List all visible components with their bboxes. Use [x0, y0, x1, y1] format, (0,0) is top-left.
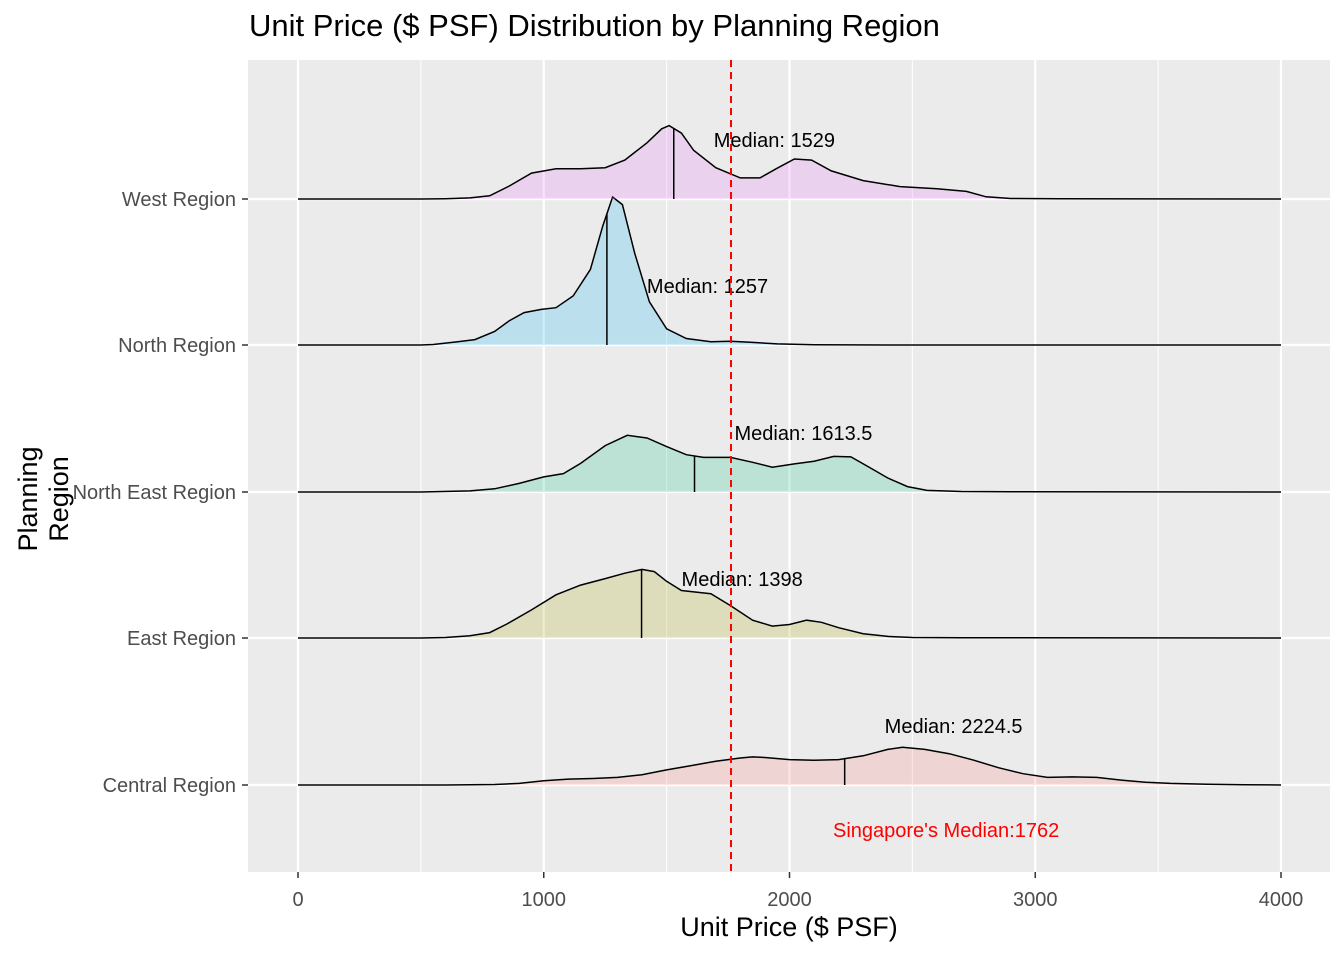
x-axis-label: Unit Price ($ PSF): [680, 912, 898, 942]
y-tick-label: North Region: [118, 335, 236, 357]
density-area: [298, 747, 1281, 785]
ridge-west-region: Median: 1529: [298, 124, 1282, 200]
density-line: [298, 124, 1282, 200]
density-area: [298, 569, 1281, 638]
median-label: Median: 2224.5: [885, 716, 1023, 738]
y-tick-label: West Region: [122, 189, 236, 211]
x-tick-label: 4000: [1259, 889, 1304, 911]
grid-minor: [420, 60, 1159, 872]
ridge-north-east-region: Median: 1613.5: [298, 423, 1282, 493]
y-tick-label: East Region: [127, 628, 236, 650]
overall-median-label: Singapore's Median:1762: [833, 820, 1059, 842]
median-label: Median: 1613.5: [735, 423, 873, 445]
y-tick-label: Central Region: [103, 775, 236, 797]
ridge-east-region: Median: 1398: [298, 568, 1282, 639]
median-label: Median: 1529: [714, 130, 835, 152]
density-line: [298, 746, 1282, 786]
x-tick-label: 3000: [1013, 889, 1058, 911]
x-tick-label: 0: [292, 889, 303, 911]
density-line: [298, 568, 1282, 639]
x-axis: 0 1000 2000 3000 4000: [292, 872, 1303, 911]
density-area: [298, 435, 1281, 492]
ridge-central-region: Median: 2224.5: [298, 716, 1282, 786]
ridges: Median: 2224.5 Median: 1398 Median: 1613.5…: [298, 124, 1282, 786]
chart-title: Unit Price ($ PSF) Distribution by Plann…: [249, 8, 940, 43]
density-line: [298, 195, 1281, 346]
overall-median-group: Singapore's Median:1762: [730, 60, 1059, 872]
ridge-north-region: Median: 1257: [298, 195, 1281, 346]
median-label: Median: 1398: [682, 569, 803, 591]
y-axis: Central Region East Region North East Regi…: [73, 189, 248, 797]
x-tick-label: 2000: [767, 889, 812, 911]
y-axis-label: Planning Region: [13, 446, 74, 552]
x-tick-label: 1000: [522, 889, 567, 911]
median-label: Median: 1257: [647, 276, 768, 298]
y-tick-label: North East Region: [73, 482, 236, 504]
density-line: [298, 434, 1282, 493]
